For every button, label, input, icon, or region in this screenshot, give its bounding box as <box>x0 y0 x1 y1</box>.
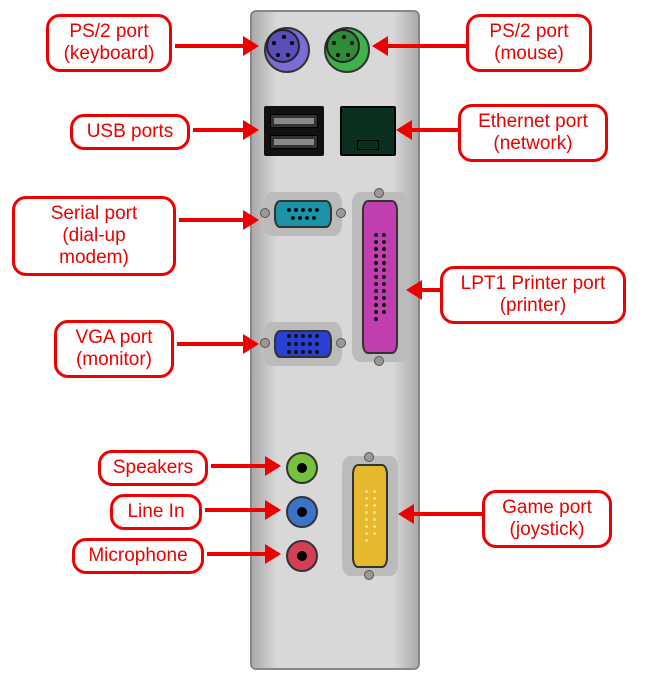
port-ps2-mouse <box>324 27 370 73</box>
label: Line In <box>127 501 184 523</box>
port-lpt1 <box>352 192 408 362</box>
arrow-line-in <box>205 508 267 512</box>
sublabel: (joystick) <box>510 519 585 541</box>
arrow-vga <box>177 342 245 346</box>
port-microphone <box>286 540 318 572</box>
port-vga <box>264 322 342 366</box>
port-ethernet <box>340 106 396 156</box>
port-game <box>342 456 398 576</box>
arrow-serial <box>179 218 245 222</box>
callout-ps2-mouse: PS/2 port (mouse) <box>466 14 592 72</box>
label: USB ports <box>87 121 174 143</box>
arrow-speakers <box>211 464 267 468</box>
sublabel: (dial-up modem) <box>25 225 163 269</box>
callout-ethernet: Ethernet port (network) <box>458 104 608 162</box>
label: Microphone <box>88 545 187 567</box>
label: PS/2 port <box>69 21 148 43</box>
arrow-lpt1 <box>420 288 440 292</box>
port-ps2-keyboard <box>264 27 310 73</box>
label: Game port <box>502 497 592 519</box>
arrow-ethernet <box>410 128 458 132</box>
sublabel: (monitor) <box>76 349 152 371</box>
arrow-game <box>412 512 482 516</box>
label: Serial port <box>51 203 138 225</box>
label: Ethernet port <box>478 111 588 133</box>
io-panel <box>250 10 420 670</box>
label: PS/2 port <box>489 21 568 43</box>
callout-microphone: Microphone <box>72 538 204 574</box>
port-speakers <box>286 452 318 484</box>
callout-vga: VGA port (monitor) <box>54 320 174 378</box>
label: Speakers <box>113 457 193 479</box>
port-usb <box>264 106 324 156</box>
port-serial <box>264 192 342 236</box>
sublabel: (keyboard) <box>64 43 155 65</box>
callout-lpt1: LPT1 Printer port (printer) <box>440 266 626 324</box>
arrow-ps2-keyboard <box>175 44 245 48</box>
callout-line-in: Line In <box>110 494 202 530</box>
callout-speakers: Speakers <box>98 450 208 486</box>
arrow-microphone <box>207 552 267 556</box>
callout-ps2-keyboard: PS/2 port (keyboard) <box>46 14 172 72</box>
sublabel: (mouse) <box>494 43 564 65</box>
sublabel: (printer) <box>500 295 567 317</box>
label: VGA port <box>75 327 152 349</box>
arrow-usb <box>193 128 245 132</box>
callout-usb: USB ports <box>70 114 190 150</box>
sublabel: (network) <box>493 133 572 155</box>
arrow-ps2-mouse <box>386 44 466 48</box>
port-line-in <box>286 496 318 528</box>
callout-game: Game port (joystick) <box>482 490 612 548</box>
label: LPT1 Printer port <box>461 273 606 295</box>
callout-serial: Serial port (dial-up modem) <box>12 196 176 276</box>
